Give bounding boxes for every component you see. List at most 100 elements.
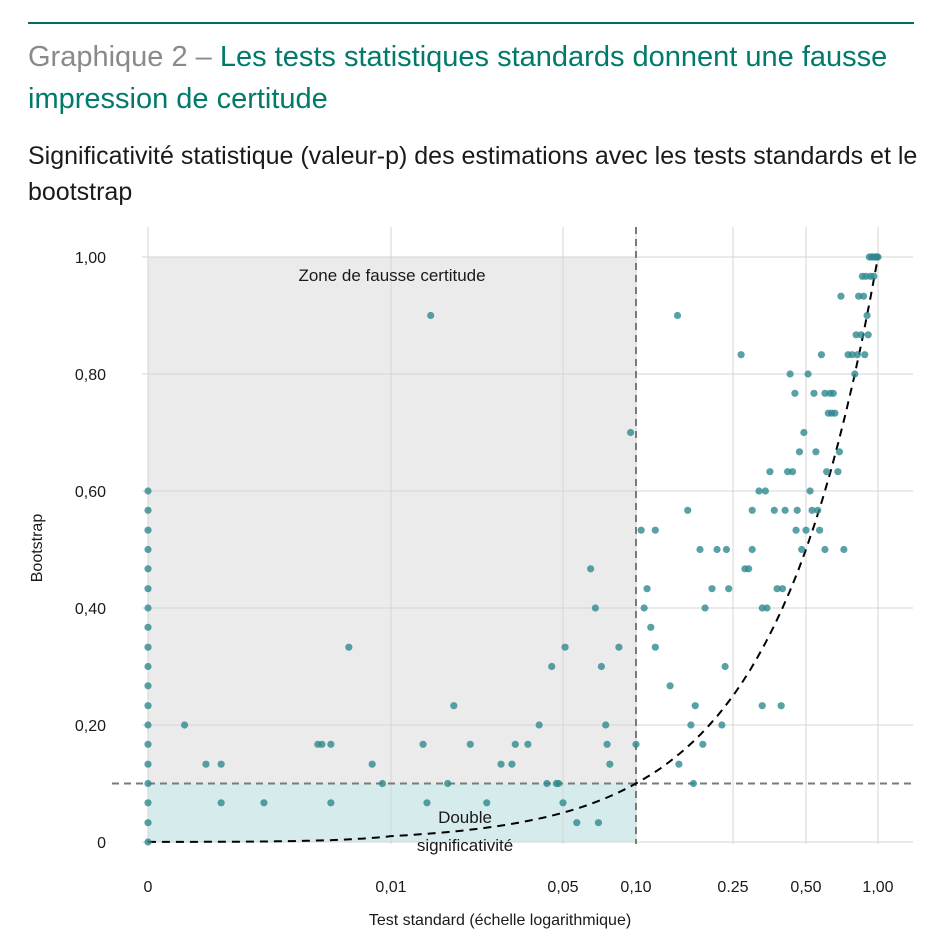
title-prefix: Graphique 2 – — [28, 41, 220, 73]
data-point — [217, 799, 225, 807]
data-point — [603, 740, 611, 748]
data-point — [561, 643, 569, 651]
data-points — [144, 253, 882, 846]
data-point — [816, 526, 824, 534]
x-tick-label: 0,05 — [547, 879, 578, 896]
data-point — [144, 779, 152, 788]
data-point — [870, 272, 878, 280]
false-certainty-zone — [148, 257, 636, 842]
x-tick-label: 0,10 — [620, 879, 651, 896]
data-point — [573, 819, 581, 827]
data-point — [419, 740, 427, 748]
data-point — [591, 604, 599, 612]
data-point — [788, 468, 797, 476]
y-tick-label: 0 — [97, 835, 106, 852]
data-point — [687, 721, 695, 729]
double-significance-label-line-2: significativité — [417, 836, 513, 855]
data-point — [144, 819, 152, 827]
data-point — [834, 468, 842, 476]
data-point — [763, 604, 771, 612]
data-point — [144, 662, 152, 671]
data-point — [144, 585, 152, 593]
data-point — [327, 799, 335, 807]
data-point — [684, 506, 692, 514]
data-point — [721, 662, 729, 671]
data-point — [766, 468, 774, 476]
data-point — [587, 565, 595, 573]
data-point — [804, 370, 812, 378]
data-point — [559, 799, 567, 807]
data-point — [543, 779, 551, 788]
data-point — [831, 409, 839, 417]
data-point — [798, 545, 806, 554]
data-point — [202, 760, 210, 768]
data-point — [848, 351, 856, 359]
data-point — [497, 760, 505, 768]
data-point — [444, 779, 452, 788]
data-point — [666, 682, 674, 690]
data-point — [626, 428, 635, 437]
data-point — [861, 351, 869, 359]
data-point — [800, 428, 808, 437]
data-point — [144, 565, 152, 573]
data-point — [864, 331, 872, 339]
x-axis-label: Test standard (échelle logarithmique) — [369, 912, 631, 929]
data-point — [810, 389, 818, 397]
data-point — [857, 331, 865, 339]
y-tick-label: 1,00 — [75, 250, 106, 267]
x-tick-label: 0,01 — [375, 879, 406, 896]
data-point — [812, 448, 820, 456]
data-point — [318, 740, 326, 748]
data-point — [673, 311, 682, 320]
data-point — [806, 487, 814, 495]
data-point — [829, 389, 837, 397]
data-point — [144, 838, 152, 846]
title-main: Les tests statistiques standards donnent… — [28, 41, 888, 115]
data-point — [606, 760, 614, 768]
data-point — [823, 468, 831, 476]
data-point — [786, 370, 794, 378]
x-tick-label: 0,50 — [790, 879, 821, 896]
data-point — [632, 740, 640, 748]
data-point — [853, 351, 861, 359]
data-point — [814, 506, 822, 514]
trend-curve — [147, 256, 879, 843]
data-point — [327, 740, 335, 748]
data-point — [345, 643, 353, 651]
data-point — [795, 448, 804, 456]
data-point — [792, 526, 800, 534]
y-tick-label: 0,80 — [75, 367, 106, 384]
data-point — [737, 351, 745, 359]
double-significance-zone — [148, 783, 636, 842]
data-point — [594, 819, 603, 827]
data-point — [722, 545, 731, 554]
y-tick-label: 0,60 — [75, 484, 106, 501]
data-point — [701, 604, 709, 612]
data-point — [144, 526, 152, 534]
data-point — [817, 351, 826, 359]
data-point — [859, 292, 868, 300]
data-point — [755, 487, 763, 495]
data-point — [725, 585, 733, 593]
data-point — [535, 721, 543, 729]
data-point — [874, 253, 882, 261]
data-point — [144, 623, 152, 631]
data-point — [781, 506, 789, 514]
chart-title: Graphique 2 – Les tests statistiques sta… — [28, 36, 928, 120]
y-tick-label: 0,40 — [75, 601, 106, 618]
false-certainty-label: Zone de fausse certitude — [298, 266, 485, 285]
data-point — [758, 702, 766, 710]
data-point — [144, 604, 152, 612]
data-point — [863, 311, 871, 320]
data-point — [144, 740, 152, 748]
data-point — [423, 799, 431, 807]
data-point — [708, 585, 716, 593]
data-point — [793, 506, 801, 514]
y-axis-ticks: 0 0,20 0,40 0,60 0,80 1,00 — [75, 250, 106, 852]
top-rule — [28, 22, 914, 24]
data-point — [745, 565, 753, 573]
data-point — [770, 506, 778, 514]
data-point — [852, 331, 860, 339]
reference-lines — [112, 227, 913, 844]
y-tick-label: 0,20 — [75, 718, 106, 735]
